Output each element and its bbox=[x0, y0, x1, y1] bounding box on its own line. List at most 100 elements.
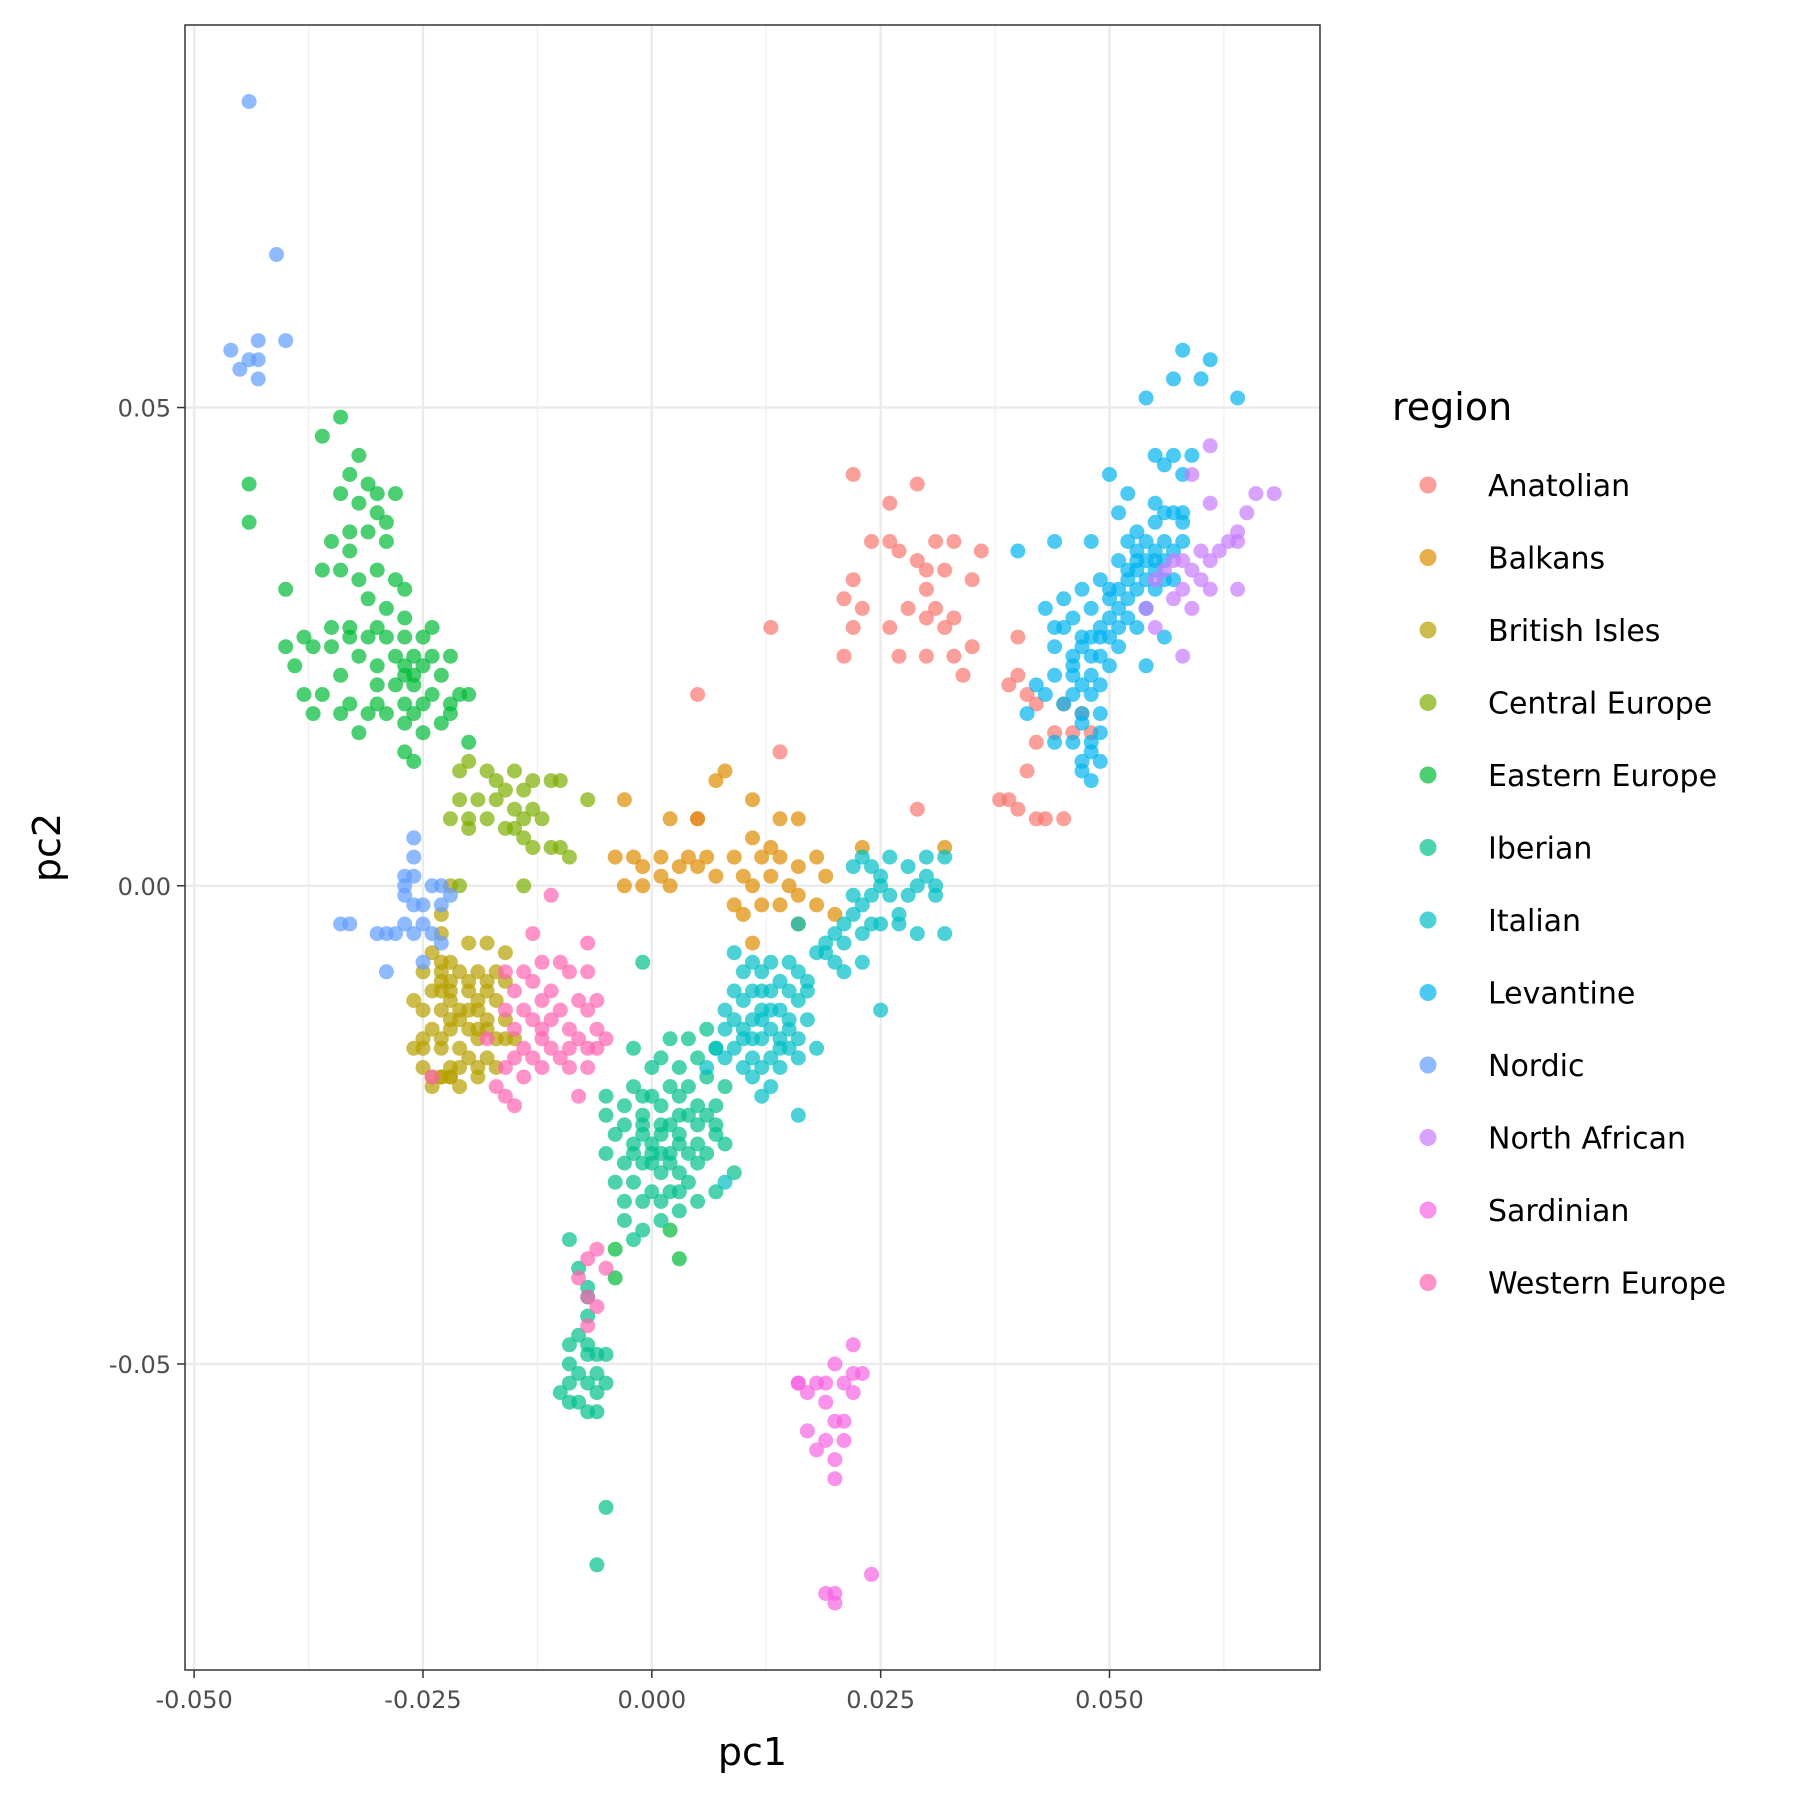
point-iberian bbox=[653, 1126, 669, 1142]
legend-key-western-europe bbox=[1419, 1274, 1437, 1291]
point-iberian bbox=[699, 1021, 715, 1037]
point-north-african bbox=[1175, 648, 1191, 664]
point-levantine bbox=[1092, 677, 1108, 693]
point-iberian bbox=[635, 954, 651, 970]
point-british-isles bbox=[461, 935, 477, 951]
point-anatolian bbox=[992, 792, 1008, 808]
point-balkans bbox=[699, 849, 715, 865]
point-italian bbox=[836, 964, 852, 980]
point-iberian bbox=[644, 1088, 660, 1104]
point-anatolian bbox=[937, 620, 953, 635]
point-italian bbox=[845, 859, 861, 875]
point-iberian bbox=[662, 1155, 678, 1171]
point-central-europe bbox=[507, 763, 522, 779]
point-eastern-europe bbox=[442, 648, 458, 664]
point-iberian bbox=[580, 1375, 596, 1391]
point-western-europe bbox=[543, 983, 559, 999]
point-levantine bbox=[1065, 734, 1081, 750]
point-balkans bbox=[754, 849, 770, 865]
point-italian bbox=[845, 906, 861, 922]
point-north-african bbox=[1239, 505, 1255, 521]
point-central-europe bbox=[442, 811, 458, 827]
point-eastern-europe bbox=[333, 706, 349, 722]
point-eastern-europe bbox=[415, 658, 431, 674]
point-balkans bbox=[735, 868, 751, 884]
point-levantine bbox=[1047, 534, 1063, 549]
point-anatolian bbox=[1010, 667, 1026, 683]
point-balkans bbox=[763, 840, 779, 855]
point-eastern-europe bbox=[433, 667, 449, 683]
point-western-europe bbox=[552, 954, 568, 970]
point-italian bbox=[873, 1002, 889, 1018]
point-north-african bbox=[1202, 553, 1218, 569]
point-western-europe bbox=[580, 1251, 596, 1267]
point-italian bbox=[873, 868, 889, 884]
point-levantine bbox=[1175, 342, 1191, 358]
point-british-isles bbox=[415, 1002, 431, 1018]
point-levantine bbox=[1120, 610, 1136, 626]
point-western-europe bbox=[516, 1040, 532, 1056]
point-balkans bbox=[745, 792, 760, 808]
point-eastern-europe bbox=[314, 562, 330, 578]
point-iberian bbox=[662, 1117, 678, 1133]
point-eastern-europe bbox=[342, 543, 358, 559]
point-levantine bbox=[1037, 687, 1053, 702]
point-eastern-europe bbox=[388, 572, 403, 588]
point-western-europe bbox=[497, 964, 513, 980]
point-nordic bbox=[397, 916, 413, 932]
point-western-europe bbox=[580, 1289, 596, 1305]
point-nordic bbox=[415, 954, 431, 970]
point-nordic bbox=[250, 371, 266, 387]
point-iberian bbox=[708, 1098, 724, 1114]
point-italian bbox=[836, 916, 852, 932]
point-north-african bbox=[1202, 581, 1218, 597]
point-levantine bbox=[1147, 514, 1163, 530]
point-iberian bbox=[671, 1184, 687, 1200]
point-western-europe bbox=[580, 1318, 596, 1334]
point-levantine bbox=[1193, 371, 1209, 387]
point-british-isles bbox=[442, 993, 458, 1008]
point-north-african bbox=[1193, 572, 1209, 588]
point-north-african bbox=[1175, 581, 1191, 597]
point-nordic bbox=[433, 878, 449, 894]
point-eastern-europe bbox=[369, 505, 385, 521]
point-italian bbox=[745, 1031, 760, 1047]
point-eastern-europe bbox=[369, 562, 385, 578]
point-eastern-europe bbox=[671, 1251, 687, 1267]
point-british-isles bbox=[479, 973, 495, 989]
point-levantine bbox=[1129, 524, 1145, 540]
point-iberian bbox=[626, 1232, 641, 1248]
point-italian bbox=[717, 1174, 733, 1190]
point-eastern-europe bbox=[241, 476, 257, 492]
point-western-europe bbox=[589, 1299, 605, 1315]
point-anatolian bbox=[690, 687, 706, 702]
point-western-europe bbox=[525, 973, 541, 989]
point-levantine bbox=[1047, 667, 1063, 683]
point-italian bbox=[790, 993, 806, 1008]
point-western-europe bbox=[507, 1021, 522, 1037]
point-iberian bbox=[662, 1031, 678, 1047]
point-iberian bbox=[671, 1165, 687, 1181]
point-levantine bbox=[1074, 715, 1090, 731]
point-central-europe bbox=[525, 801, 541, 817]
point-eastern-europe bbox=[351, 572, 367, 588]
point-western-europe bbox=[589, 993, 605, 1008]
point-western-europe bbox=[571, 993, 587, 1008]
legend-label-eastern-europe: Eastern Europe bbox=[1488, 759, 1717, 794]
point-italian bbox=[772, 1060, 788, 1075]
y-tick-label: 0.00 bbox=[118, 873, 171, 901]
point-levantine bbox=[1028, 677, 1044, 693]
point-iberian bbox=[699, 1107, 715, 1123]
point-eastern-europe bbox=[324, 534, 339, 549]
point-iberian bbox=[571, 1366, 587, 1381]
point-sardinian bbox=[827, 1356, 843, 1372]
point-anatolian bbox=[772, 744, 788, 760]
point-eastern-europe bbox=[406, 706, 422, 722]
point-italian bbox=[735, 993, 751, 1008]
point-eastern-europe bbox=[378, 600, 394, 616]
point-sardinian bbox=[827, 1452, 843, 1468]
point-iberian bbox=[635, 1193, 651, 1209]
point-iberian bbox=[626, 1146, 641, 1161]
legend-label-anatolian: Anatolian bbox=[1488, 469, 1630, 504]
point-eastern-europe bbox=[360, 629, 376, 645]
